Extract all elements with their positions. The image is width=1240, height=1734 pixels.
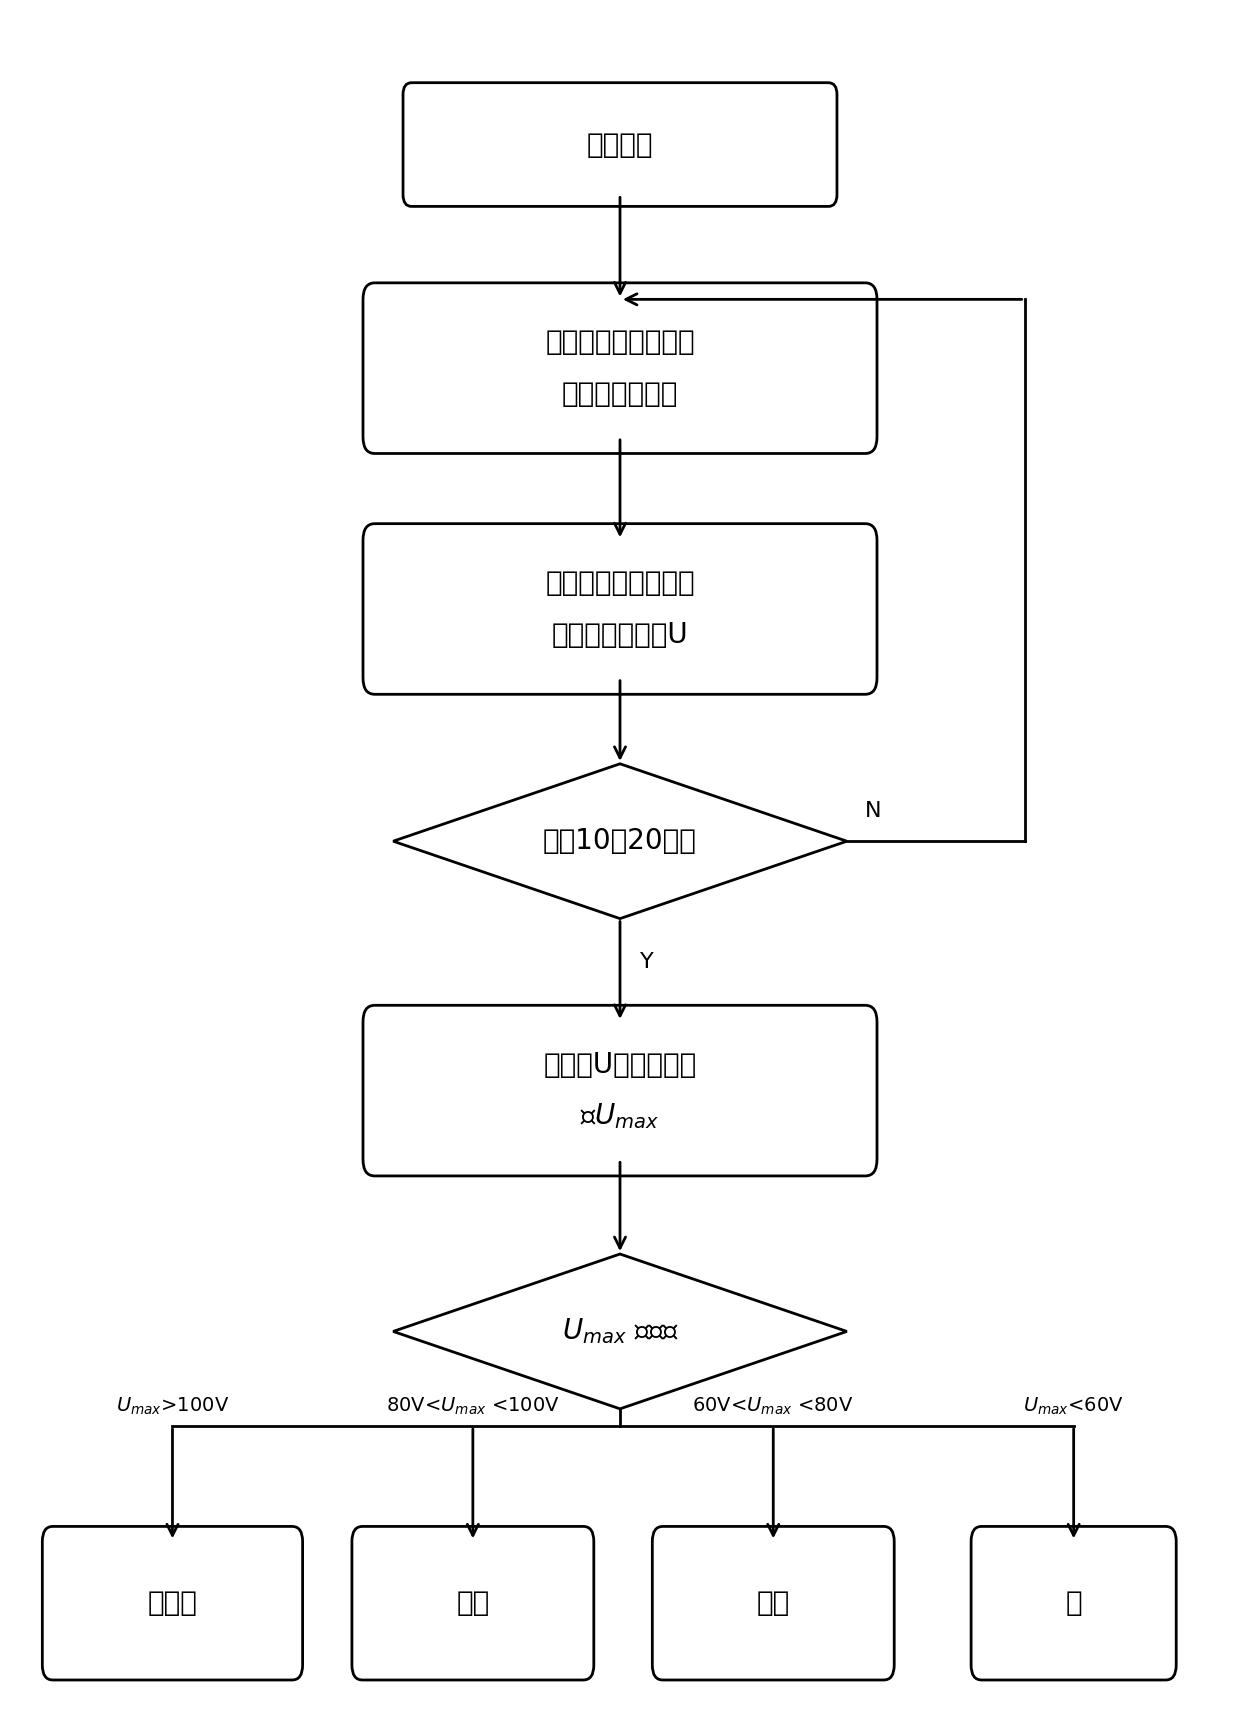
FancyBboxPatch shape bbox=[363, 524, 877, 694]
Text: $U_{max}$>100V: $U_{max}$>100V bbox=[115, 1396, 229, 1417]
Text: 为$U_{max}$: 为$U_{max}$ bbox=[580, 1101, 660, 1131]
FancyBboxPatch shape bbox=[363, 283, 877, 454]
FancyBboxPatch shape bbox=[971, 1526, 1177, 1680]
Text: Y: Y bbox=[640, 952, 653, 971]
Text: $U_{max}$<60V: $U_{max}$<60V bbox=[1023, 1396, 1125, 1417]
Text: 开关模块动作，采集: 开关模块动作，采集 bbox=[546, 328, 694, 357]
FancyBboxPatch shape bbox=[42, 1526, 303, 1680]
FancyBboxPatch shape bbox=[363, 1006, 877, 1176]
Text: 60V<$U_{max}$ <80V: 60V<$U_{max}$ <80V bbox=[692, 1396, 854, 1417]
Text: $U_{max}$ 范围？: $U_{max}$ 范围？ bbox=[562, 1316, 678, 1346]
FancyBboxPatch shape bbox=[403, 83, 837, 206]
Polygon shape bbox=[393, 763, 847, 919]
Text: 并存储电压波形: 并存储电压波形 bbox=[562, 380, 678, 407]
Text: 不合格: 不合格 bbox=[148, 1588, 197, 1618]
Text: 80V<$U_{max}$ <100V: 80V<$U_{max}$ <100V bbox=[386, 1396, 559, 1417]
Text: 好: 好 bbox=[1065, 1588, 1083, 1618]
FancyBboxPatch shape bbox=[652, 1526, 894, 1680]
Polygon shape bbox=[393, 1254, 847, 1408]
Text: 良好: 良好 bbox=[756, 1588, 790, 1618]
Text: 测量中U的最大值记: 测量中U的最大值记 bbox=[543, 1051, 697, 1079]
FancyBboxPatch shape bbox=[352, 1526, 594, 1680]
Text: 找到并记录波形图中: 找到并记录波形图中 bbox=[546, 569, 694, 596]
Text: 浪涌电压最大值U: 浪涌电压最大值U bbox=[552, 621, 688, 649]
Text: N: N bbox=[866, 801, 882, 820]
Text: 采集10～20次？: 采集10～20次？ bbox=[543, 827, 697, 855]
Text: 合格: 合格 bbox=[456, 1588, 490, 1618]
Text: 系统通电: 系统通电 bbox=[587, 130, 653, 158]
